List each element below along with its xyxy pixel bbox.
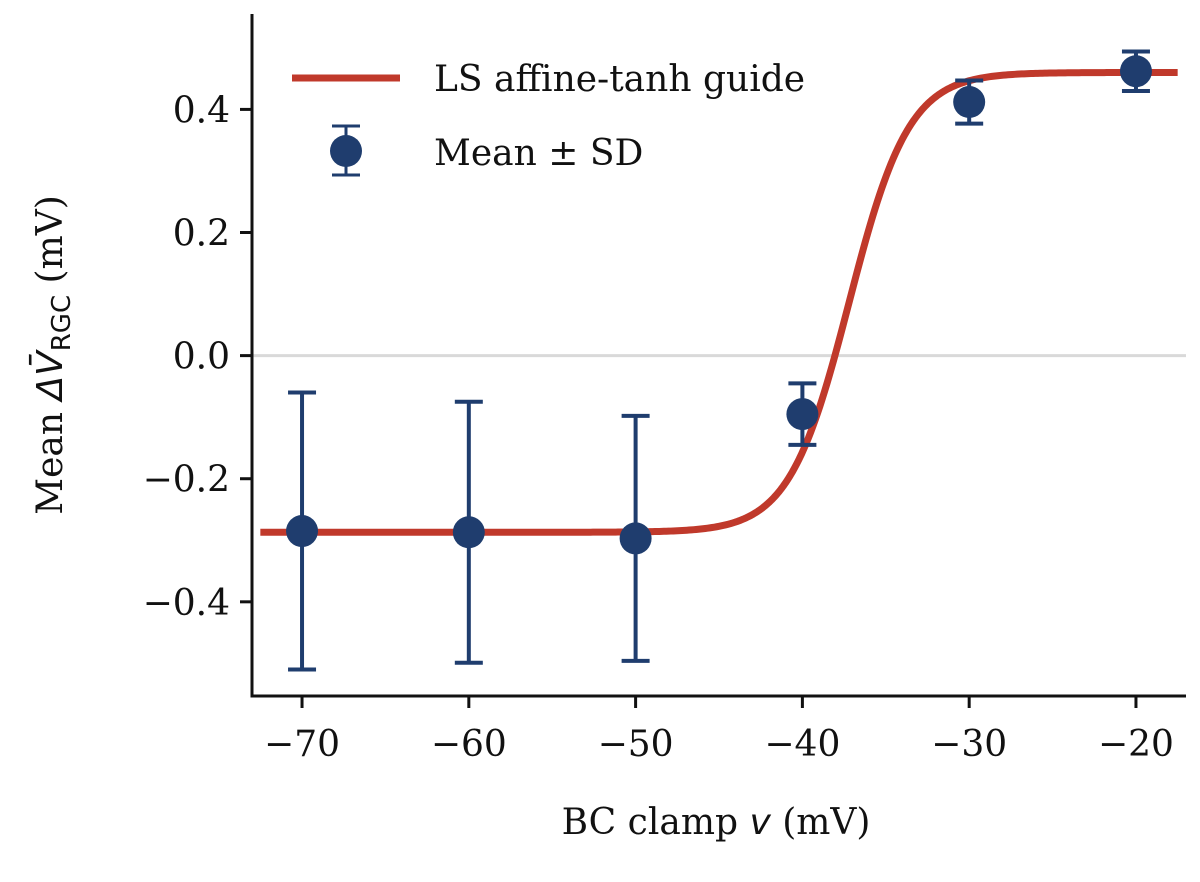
y-axis-ticks: −0.4 −0.2 0.0 0.2 0.4	[143, 90, 252, 624]
x-tick-label: −70	[264, 724, 340, 765]
data-point	[619, 413, 652, 663]
mean-marker	[619, 522, 652, 555]
y-tick-label: 0.4	[173, 90, 230, 131]
mean-marker	[452, 516, 485, 549]
data-point	[1119, 49, 1152, 93]
data-point	[786, 381, 819, 447]
legend-errorbar-label: Mean ± SD	[434, 133, 643, 174]
y-tick-label: −0.2	[143, 460, 230, 501]
legend-errorbar-swatch	[330, 124, 362, 177]
mean-marker	[286, 515, 319, 548]
legend: LS affine-tanh guide Mean ± SD	[292, 59, 805, 177]
x-tick-label: −20	[1098, 724, 1174, 765]
data-point	[286, 390, 319, 672]
data-point	[953, 78, 986, 126]
mean-marker	[1119, 55, 1152, 88]
y-tick-label: 0.0	[173, 337, 230, 378]
fit-curve-line	[259, 68, 1179, 536]
x-axis-ticks: −70 −60 −50 −40 −30 −20	[264, 696, 1174, 765]
y-tick-label: −0.4	[143, 583, 230, 624]
x-tick-label: −40	[764, 724, 840, 765]
y-axis-label: Mean ΔV̄RGC (mV)	[28, 195, 77, 515]
errorbar-series	[286, 49, 1152, 672]
x-tick-label: −60	[431, 724, 507, 765]
mean-marker	[953, 86, 986, 119]
x-tick-label: −50	[598, 724, 674, 765]
x-tick-label: −30	[931, 724, 1007, 765]
y-tick-label: 0.2	[173, 214, 230, 255]
data-point	[452, 399, 485, 665]
legend-fit-label: LS affine-tanh guide	[434, 59, 805, 100]
mean-marker	[786, 398, 819, 431]
x-axis-label: BC clamp v (mV)	[562, 802, 871, 843]
